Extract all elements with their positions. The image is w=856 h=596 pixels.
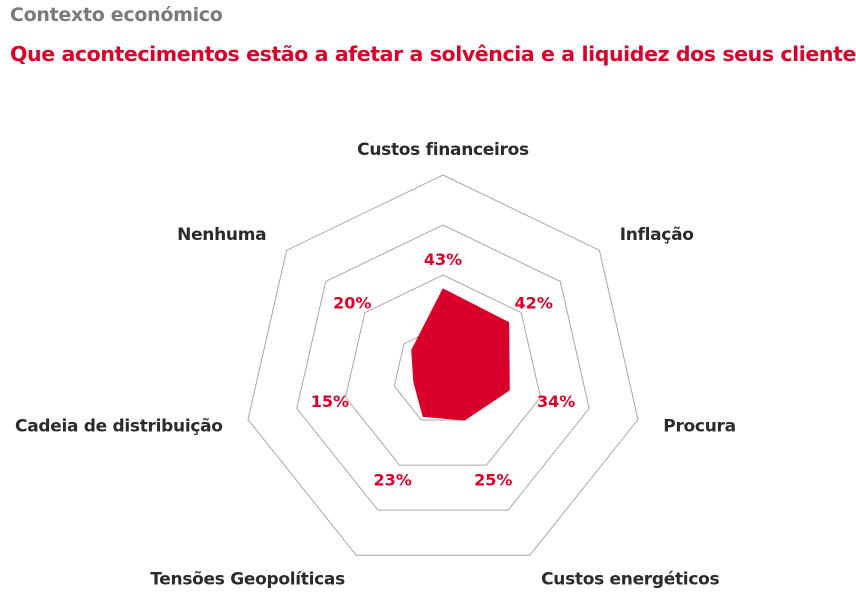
radar-area-group — [411, 288, 510, 421]
radar-area — [411, 288, 510, 421]
axis-label-nenhuma: Nenhuma — [177, 225, 266, 245]
axis-labels: Custos financeiros Inflação Procura Custos … — [15, 140, 736, 590]
axis-label-procura: Procura — [663, 416, 735, 436]
axis-label-custos-energeticos: Custos energéticos — [541, 570, 719, 590]
value-label-inflacao: 42% — [515, 294, 553, 313]
chart-title: Que acontecimentos estão a afetar a solv… — [10, 42, 856, 66]
axis-label-inflacao: Inflação — [620, 225, 694, 245]
radar-grid — [247, 174, 639, 556]
value-label-tensoes-geopoliticas: 23% — [374, 471, 412, 490]
grid-ring-75 — [296, 224, 590, 511]
value-label-custos-energeticos: 25% — [474, 471, 512, 490]
axis-label-cadeia-de-distribuicao: Cadeia de distribuição — [15, 416, 223, 436]
value-label-nenhuma: 20% — [333, 294, 371, 313]
value-label-custos-financeiros: 43% — [424, 250, 462, 269]
value-label-cadeia-de-distribuicao: 15% — [311, 392, 349, 411]
value-labels: 43% 42% 34% 25% 23% 15% 20% — [311, 250, 575, 490]
grid-ring-50 — [344, 274, 542, 466]
grid-ring-100 — [247, 174, 639, 556]
axis-label-custos-financeiros: Custos financeiros — [357, 140, 529, 160]
chart-kicker: Contexto económico — [10, 4, 223, 26]
value-label-procura: 34% — [537, 392, 575, 411]
axis-label-tensoes-geopoliticas: Tensões Geopolíticas — [150, 570, 345, 590]
